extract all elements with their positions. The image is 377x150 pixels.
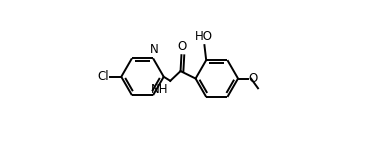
Text: O: O — [248, 72, 257, 85]
Text: Cl: Cl — [97, 70, 109, 83]
Text: O: O — [177, 40, 186, 53]
Text: HO: HO — [195, 30, 213, 43]
Text: N: N — [149, 43, 158, 56]
Text: NH: NH — [151, 83, 169, 96]
